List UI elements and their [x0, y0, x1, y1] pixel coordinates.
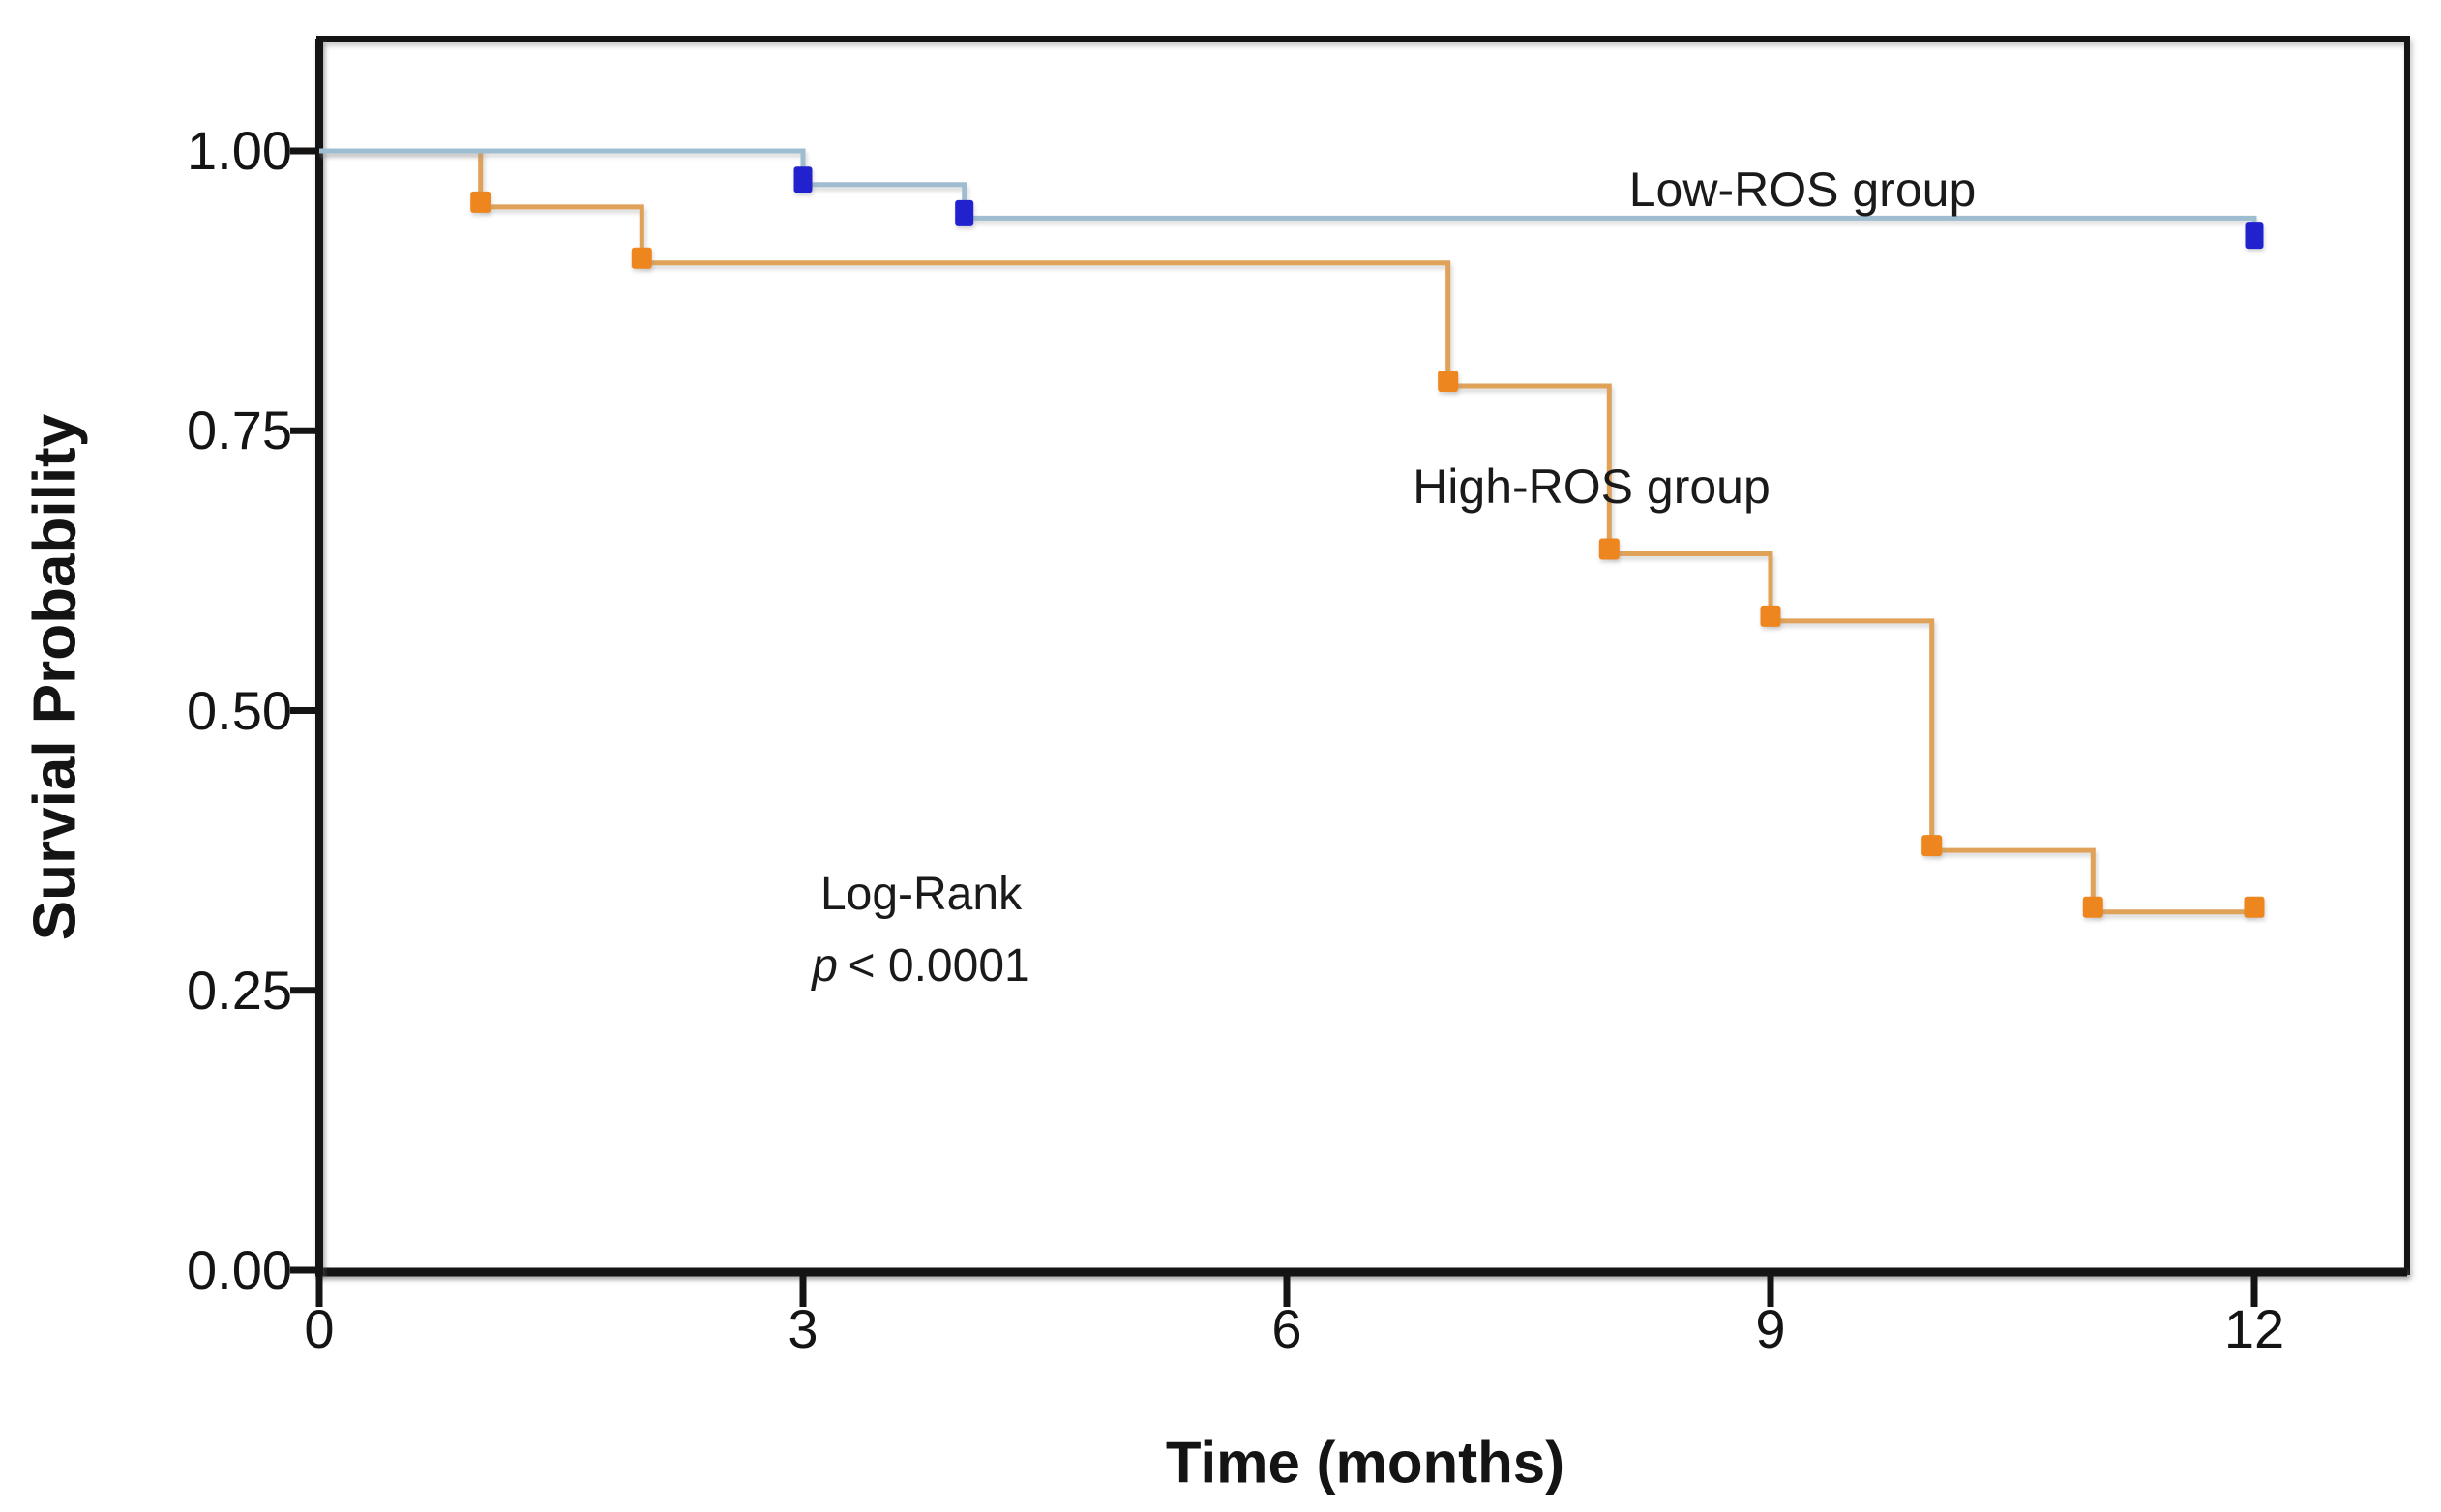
x-tick-label: 3: [788, 1298, 819, 1359]
marker-low-ros: [793, 166, 813, 193]
marker-high-ros: [1760, 605, 1781, 627]
logrank-p-line: p < 0.0001: [812, 931, 1029, 1002]
y-tick-label: 0.75: [187, 400, 292, 461]
marker-low-ros: [2245, 222, 2264, 250]
marker-high-ros: [1921, 835, 1943, 857]
y-tick-label: 0.50: [187, 679, 292, 741]
marker-high-ros: [1438, 371, 1459, 392]
marker-high-ros: [631, 247, 652, 269]
p-value: < 0.0001: [848, 940, 1030, 992]
marker-high-ros: [1598, 538, 1620, 560]
logrank-label: Log-Rank: [819, 869, 1023, 920]
series-label-high-ros: High-ROS group: [1413, 460, 1771, 514]
series-label-low-ros: Low-ROS group: [1628, 163, 1977, 217]
y-tick-label: 1.00: [187, 120, 292, 181]
y-tick-label: 0.25: [187, 959, 292, 1021]
curve-high-ros: [319, 148, 2254, 915]
marker-high-ros: [470, 191, 491, 213]
p-symbol: p: [812, 940, 838, 992]
x-tick-label: 6: [1271, 1298, 1302, 1359]
marker-high-ros: [2244, 896, 2265, 918]
plot-border: [316, 36, 2410, 1275]
x-axis-title: Time (months): [1165, 1430, 1565, 1496]
y-tick-label: 0.00: [187, 1239, 292, 1300]
x-tick-label: 9: [1755, 1298, 1786, 1359]
x-tick-label: 12: [2223, 1298, 2285, 1359]
marker-low-ros: [955, 199, 974, 226]
y-axis-title: Survial Probability: [21, 413, 89, 941]
marker-high-ros: [2082, 896, 2103, 918]
curve-low-ros: [319, 148, 2257, 235]
logrank-annotation: Log-Rank p < 0.0001: [812, 859, 1029, 1002]
x-tick-label: 0: [304, 1298, 335, 1359]
